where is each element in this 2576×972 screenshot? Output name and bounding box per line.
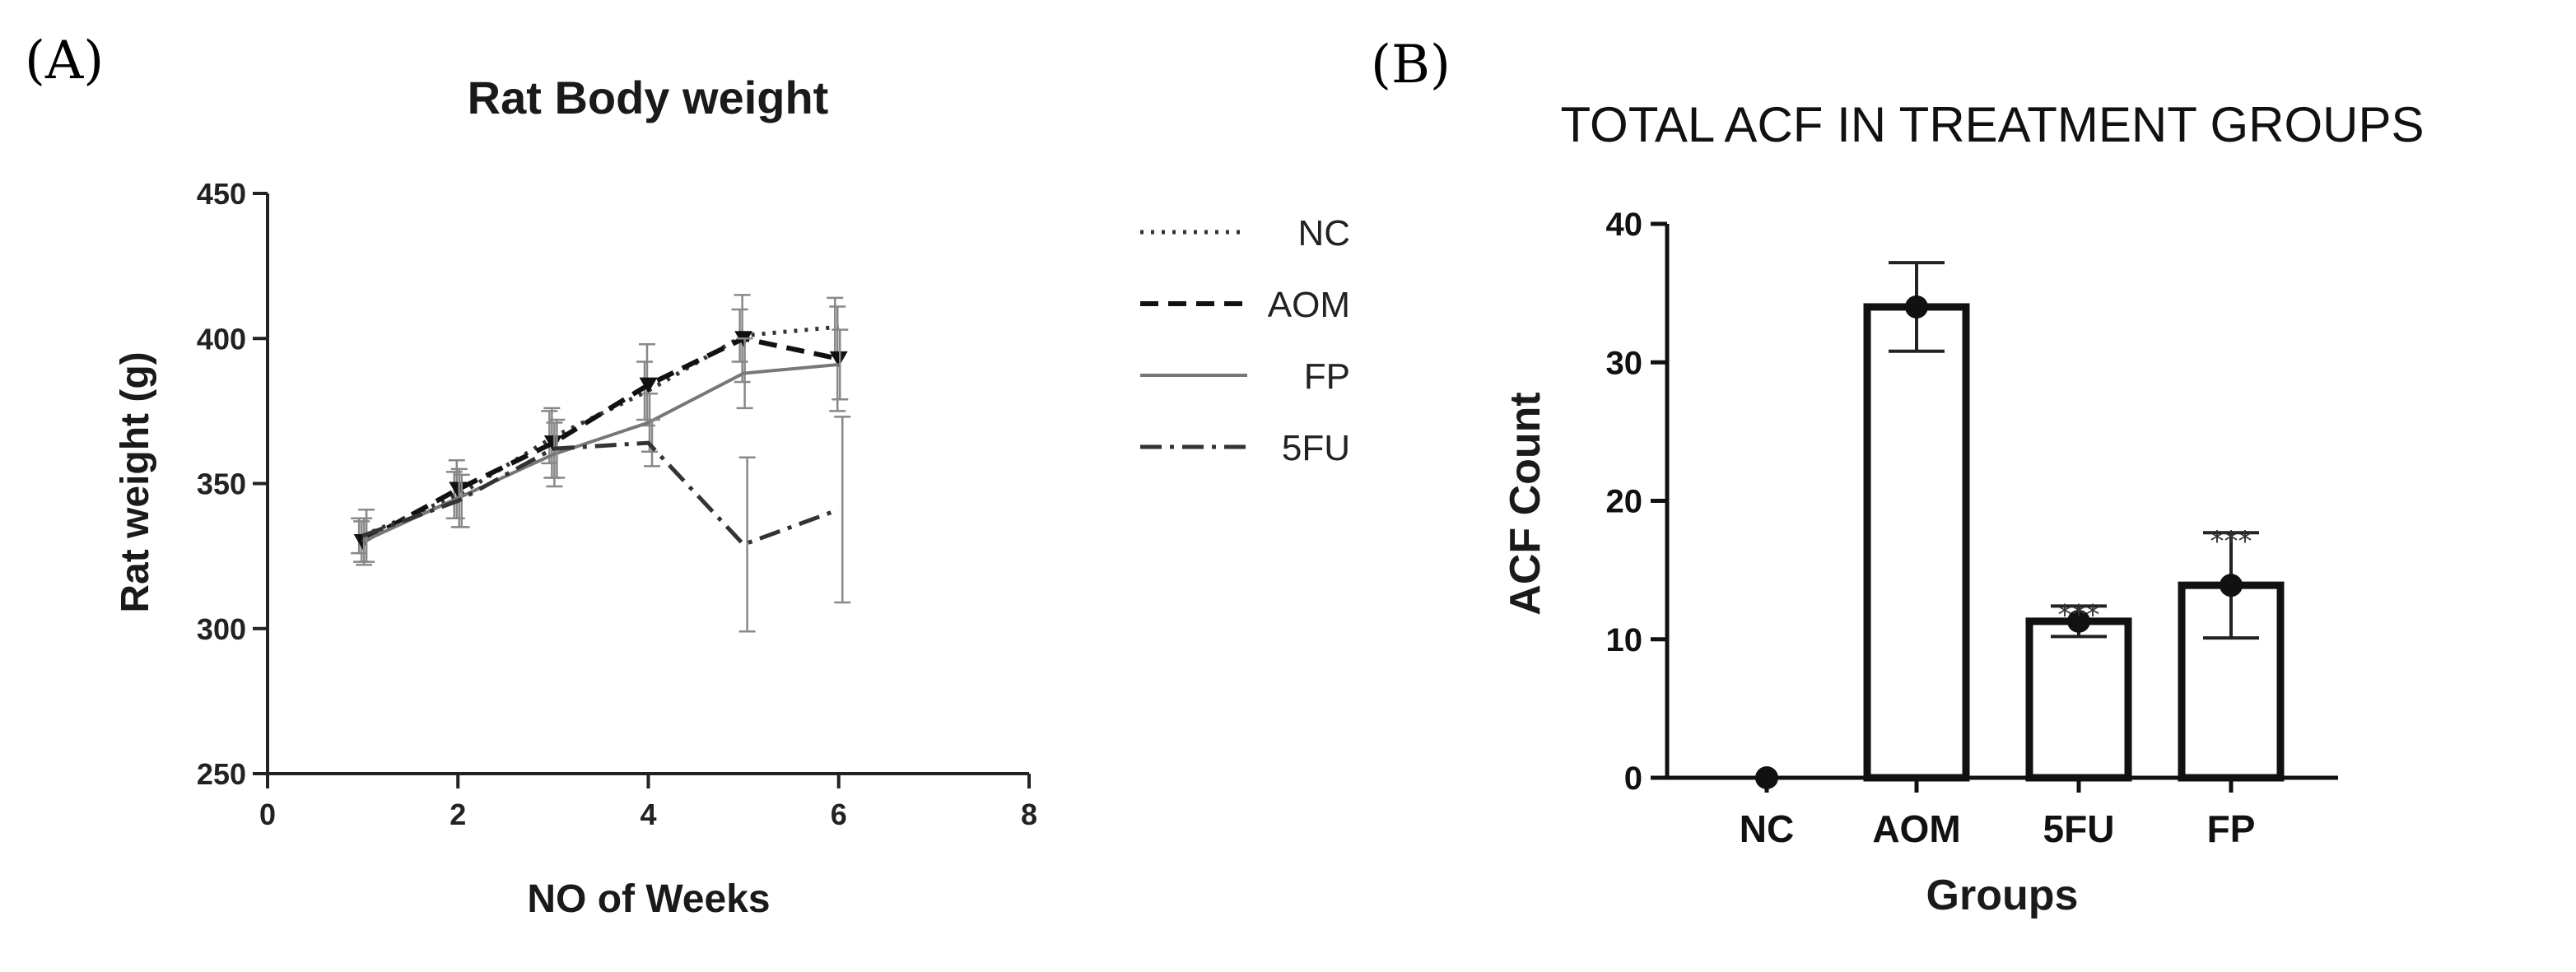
series-line-fp — [361, 362, 839, 543]
significance-marker: *** — [2210, 525, 2252, 558]
bar-aom — [1863, 303, 1970, 782]
chart-a-ytick-label: 350 — [197, 467, 246, 501]
legend-label-5fu: 5FU — [1282, 428, 1350, 468]
chart-b-category-label: FP — [2207, 807, 2256, 850]
bar-chart-total-acf: TOTAL ACF IN TREATMENT GROUPS ACF Count … — [1502, 97, 2425, 919]
chart-a-xtick-label: 2 — [450, 798, 466, 831]
line-chart-rat-body-weight: Rat Body weight Rat weight (g) NO of Wee… — [114, 72, 1350, 921]
chart-b-title: TOTAL ACF IN TREATMENT GROUPS — [1560, 97, 2424, 152]
chart-b-ytick-label: 30 — [1606, 345, 1643, 381]
chart-a-ytick-label: 400 — [197, 322, 246, 356]
bar-5fu — [2025, 617, 2132, 782]
data-point — [353, 534, 372, 550]
chart-a-xlabel: NO of Weeks — [527, 877, 770, 921]
series-line-5fu — [361, 440, 840, 547]
chart-a-xtick-label: 4 — [640, 798, 656, 831]
bar-group-5fu: *** 5FU — [2025, 598, 2132, 850]
bar-group-nc: NC — [1740, 766, 1794, 850]
data-point — [2220, 574, 2243, 598]
chart-a-title: Rat Body weight — [468, 72, 829, 123]
legend-label-fp: FP — [1304, 356, 1350, 397]
data-point — [639, 377, 658, 393]
chart-a-ytick-label: 450 — [197, 177, 246, 211]
chart-b-category-label: 5FU — [2043, 807, 2115, 850]
chart-a-xtick-label: 8 — [1021, 798, 1037, 831]
chart-b-ylabel: ACF Count — [1502, 392, 1549, 615]
panel-a-label: (A) — [25, 30, 104, 91]
data-point — [829, 351, 848, 367]
data-point — [1755, 766, 1778, 789]
chart-a-legend: NC AOM FP 5FU — [1140, 213, 1350, 468]
chart-a-xtick-label: 6 — [831, 798, 847, 831]
chart-a-ytick-label: 250 — [197, 757, 246, 791]
chart-a-ytick-label: 300 — [197, 612, 246, 646]
series-line-nc — [361, 324, 839, 538]
bar-group-aom: AOM — [1863, 261, 1970, 850]
bar-group-fp: *** FP — [2178, 525, 2285, 850]
legend-label-aom: AOM — [1268, 285, 1350, 325]
chart-a-ylabel: Rat weight (g) — [114, 351, 157, 612]
chart-b-ytick-label: 10 — [1606, 622, 1643, 658]
chart-b-ytick-label: 40 — [1606, 207, 1643, 243]
panel-b-label: (B) — [1371, 35, 1451, 95]
chart-b-xlabel: Groups — [1926, 872, 2079, 919]
chart-b-category-label: NC — [1740, 807, 1794, 850]
chart-b-ytick-label: 20 — [1606, 484, 1643, 520]
significance-marker: *** — [2058, 598, 2100, 631]
data-point — [2067, 609, 2090, 633]
chart-b-ytick-label: 0 — [1624, 760, 1642, 797]
series-line-aom — [361, 336, 840, 544]
chart-b-category-label: AOM — [1872, 807, 1960, 850]
legend-label-nc: NC — [1297, 213, 1350, 253]
series-aom — [353, 294, 848, 563]
series-5fu — [358, 416, 851, 633]
chart-a-xtick-label: 0 — [259, 798, 276, 831]
data-point — [1905, 295, 1928, 319]
